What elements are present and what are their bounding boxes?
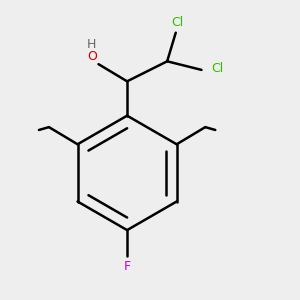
Text: O: O — [87, 50, 97, 63]
Text: Cl: Cl — [212, 62, 224, 75]
Text: Cl: Cl — [171, 16, 183, 29]
Text: H: H — [86, 38, 96, 51]
Text: F: F — [124, 260, 131, 273]
